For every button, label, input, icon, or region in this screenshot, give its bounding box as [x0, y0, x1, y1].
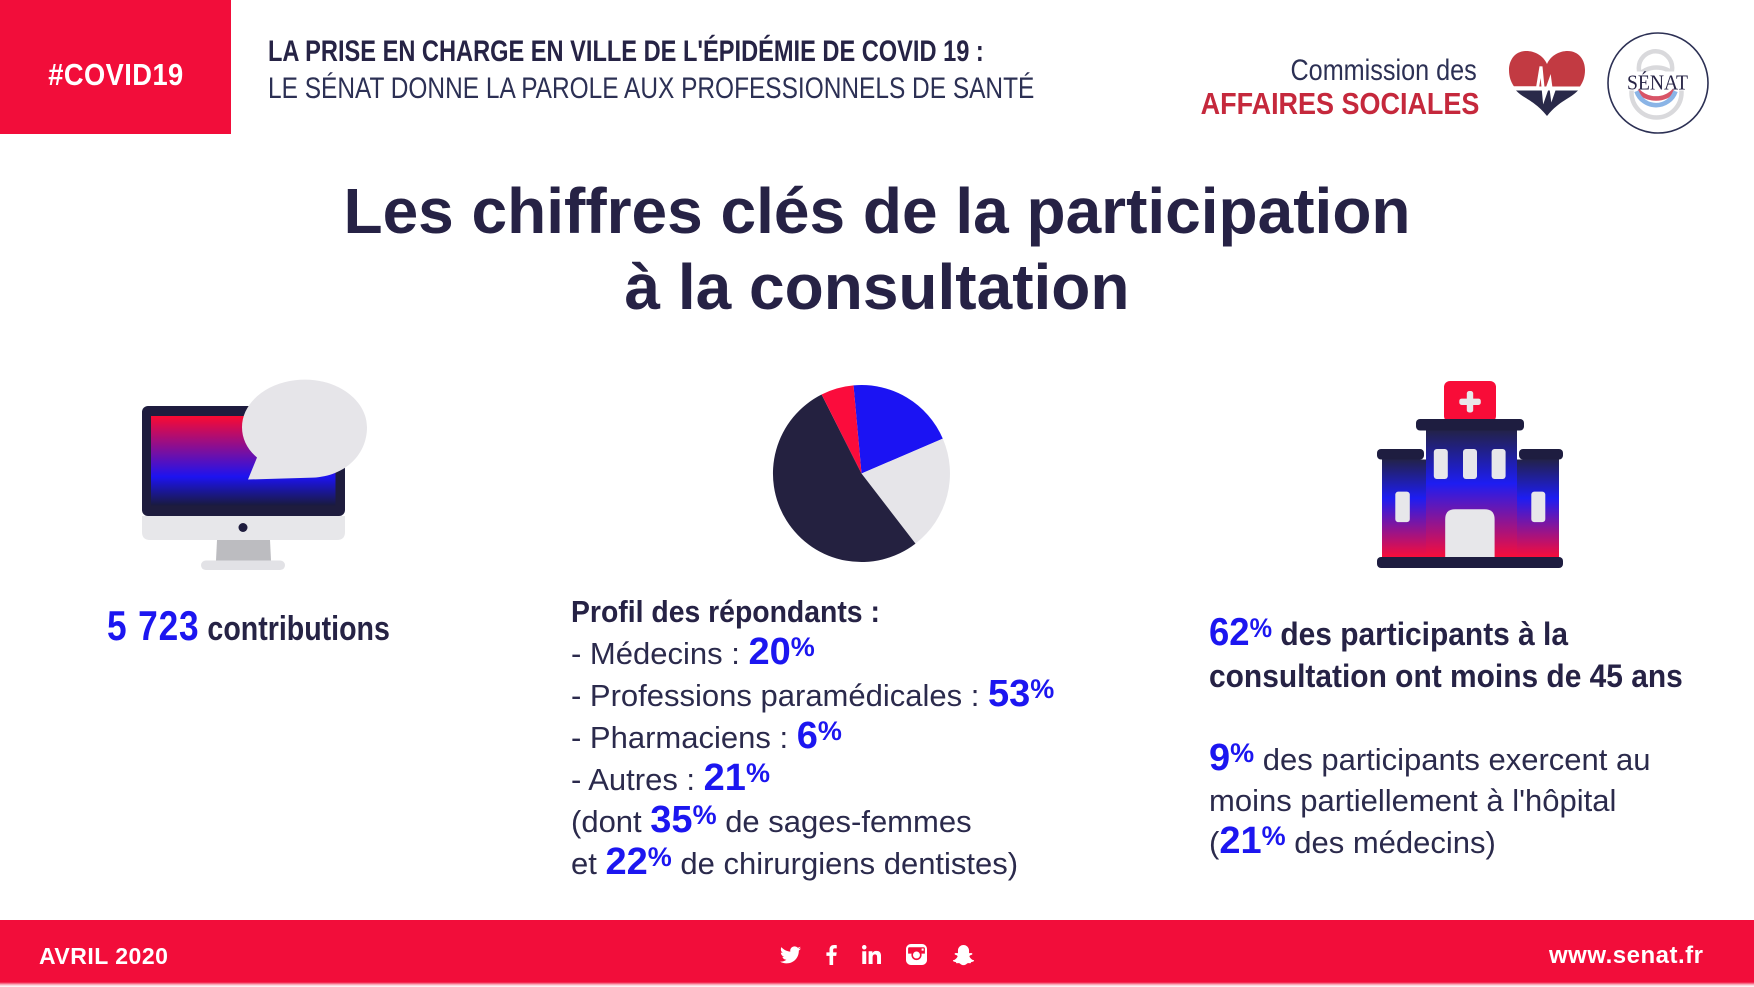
- svg-text:SÉNAT: SÉNAT: [1627, 71, 1688, 95]
